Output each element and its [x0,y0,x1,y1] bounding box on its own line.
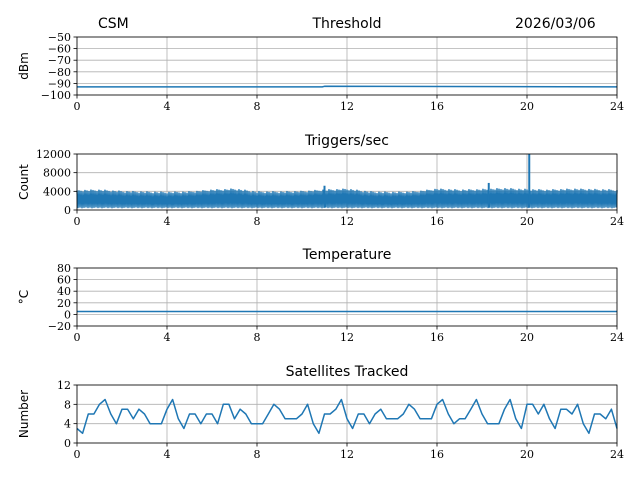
header-right: 2026/03/06 [515,16,596,32]
x-tick-label: 16 [430,215,444,228]
panel-title: Temperature [302,247,392,263]
x-tick-label: 4 [164,100,171,113]
y-tick-label: −100 [41,89,71,102]
y-tick-label: 8000 [43,167,71,180]
panel-4: 0 4 8 12 16 20 24 0 4 8 12 Satellites Tracked Number [17,364,624,461]
x-tick-label: 24 [610,331,624,344]
y-tick-label: 80 [57,262,71,275]
y-axis-label: Number [17,390,31,438]
x-tick-label: 8 [254,215,261,228]
x-tick-label: 20 [520,215,534,228]
y-tick-label: 0 [64,437,71,450]
y-tick-label: 0 [64,308,71,321]
panel-2: 0 4 8 12 16 20 24 0 4000 8000 12000 Triggers/sec Cou… [17,133,624,228]
panel-title: Threshold [312,16,382,32]
y-tick-label: −70 [48,54,71,67]
panel-1: 0 4 8 12 16 20 24 −100−90−80−70−60−50 Threshold d… [17,16,624,113]
y-tick-label: 4000 [43,185,71,198]
series-line [77,85,618,88]
y-axis-label: °C [17,290,31,304]
panel-title: Triggers/sec [304,133,389,149]
x-tick-label: 20 [520,448,534,461]
x-tick-label: 8 [254,448,261,461]
y-axis-label: Count [17,164,31,200]
x-tick-label: 0 [74,448,81,461]
x-tick-label: 4 [164,215,171,228]
y-tick-label: 20 [57,297,71,310]
y-tick-label: −50 [48,31,71,44]
x-tick-label: 16 [430,100,444,113]
x-tick-label: 4 [164,448,171,461]
x-tick-label: 8 [254,100,261,113]
series-line [76,398,618,435]
y-tick-label: −20 [48,320,71,333]
y-axis-label: dBm [17,52,31,80]
x-tick-label: 24 [610,100,624,113]
x-tick-label: 0 [74,331,81,344]
x-tick-label: 0 [74,100,81,113]
x-tick-label: 12 [340,215,354,228]
x-tick-label: 0 [74,215,81,228]
y-tick-label: 12000 [36,148,71,161]
y-tick-label: −80 [48,66,71,79]
y-tick-label: 60 [57,274,71,287]
y-tick-label: 40 [57,285,71,298]
y-tick-label: 4 [64,418,71,431]
x-tick-label: 4 [164,331,171,344]
x-tick-label: 12 [340,100,354,113]
x-tick-label: 20 [520,100,534,113]
x-tick-label: 24 [610,215,624,228]
y-tick-label: 0 [64,204,71,217]
x-tick-label: 16 [430,331,444,344]
y-tick-label: 8 [64,398,71,411]
series-band [76,188,618,209]
header-left: CSM [98,16,129,32]
y-tick-label: −60 [48,43,71,56]
y-tick-label: −90 [48,77,71,90]
y-tick-label: 12 [57,379,71,392]
x-tick-label: 16 [430,448,444,461]
x-tick-label: 12 [340,448,354,461]
x-tick-label: 8 [254,331,261,344]
x-tick-label: 12 [340,331,354,344]
x-tick-label: 24 [610,448,624,461]
x-tick-label: 20 [520,331,534,344]
panel-title: Satellites Tracked [286,364,409,380]
